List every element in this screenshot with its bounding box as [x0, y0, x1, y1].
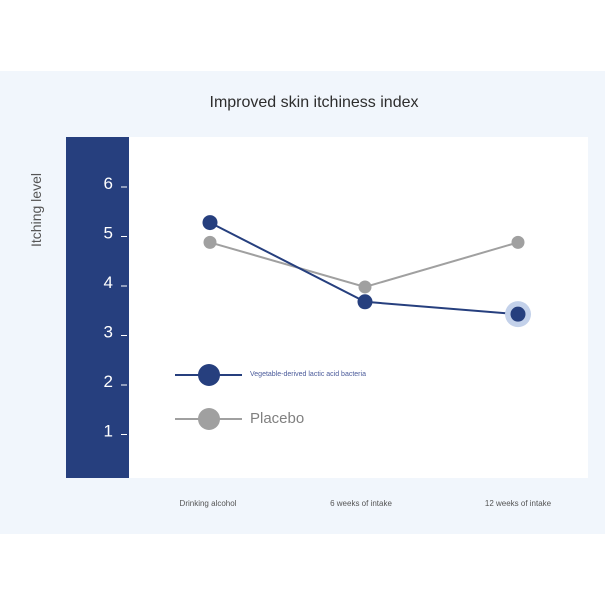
y-tick-label: 4: [104, 273, 113, 292]
data-point: [359, 280, 372, 293]
y-tick-label: 1: [104, 422, 113, 441]
x-tick-label: 6 weeks of intake: [330, 499, 392, 508]
legend-label: Placebo: [250, 410, 304, 427]
data-point: [512, 236, 525, 249]
y-tick-label: 2: [104, 372, 113, 391]
y-tick-label: 3: [104, 323, 113, 342]
y-tick-label: 6: [104, 174, 113, 193]
data-point: [358, 294, 373, 309]
legend-marker: [198, 408, 220, 430]
data-point: [203, 215, 218, 230]
legend-marker: [198, 364, 220, 386]
y-axis-band: [66, 137, 129, 478]
y-tick-label: 5: [104, 224, 113, 243]
data-point: [204, 236, 217, 249]
x-tick-label: 12 weeks of intake: [485, 499, 551, 508]
data-point: [511, 307, 526, 322]
x-tick-label: Drinking alcohol: [180, 499, 237, 508]
legend-label: Vegetable-derived lactic acid bacteria: [250, 371, 366, 378]
